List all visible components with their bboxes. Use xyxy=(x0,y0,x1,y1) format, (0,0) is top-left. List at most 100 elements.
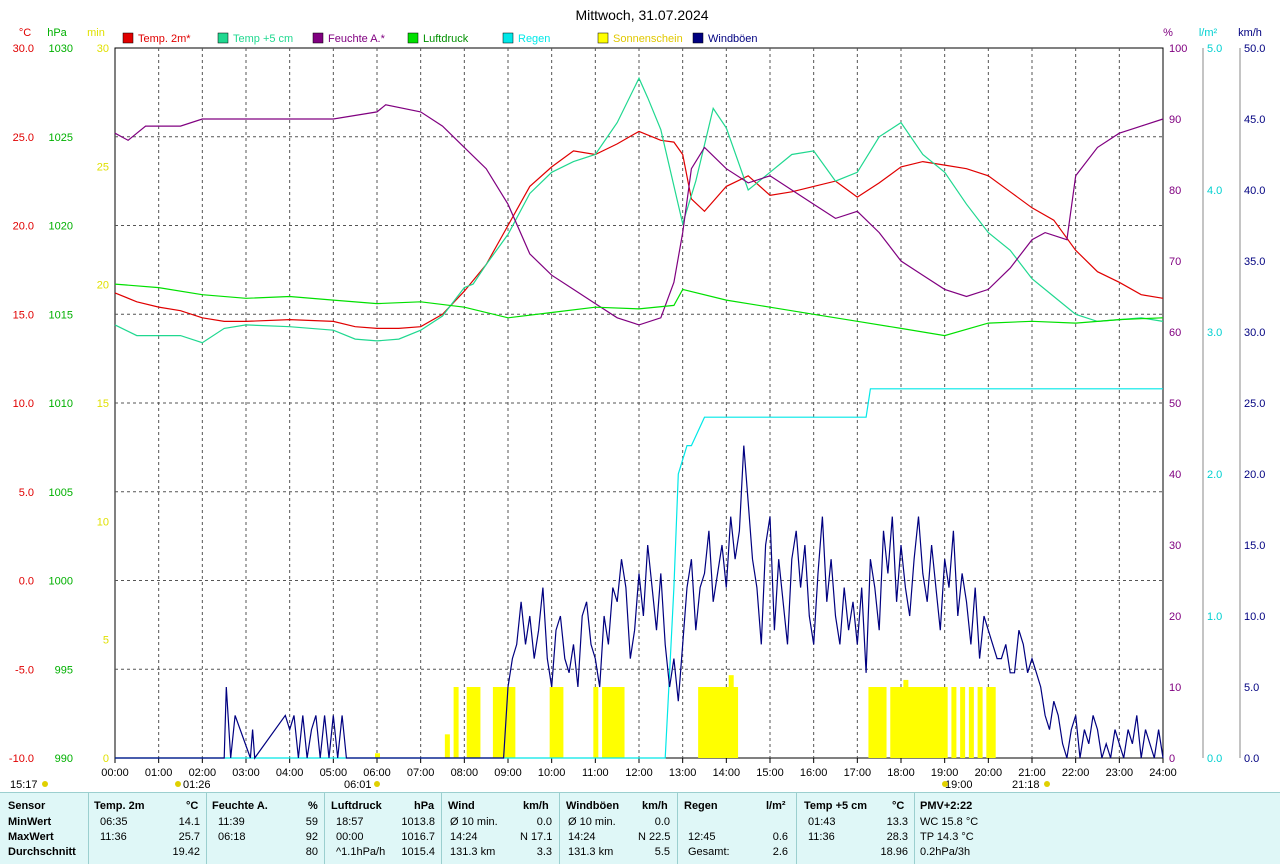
x-tick-label: 02:00 xyxy=(189,767,217,779)
tick-label-sunshine: 20 xyxy=(97,280,109,292)
legend-swatch xyxy=(217,32,229,44)
sunshine-bar xyxy=(881,687,887,758)
summary-press-value: 1015.4 xyxy=(401,846,435,858)
x-tick-label: 00:00 xyxy=(101,767,129,779)
sunshine-bar xyxy=(977,687,983,758)
sunshine-bar xyxy=(899,687,904,758)
axis-unit-sunshine: min xyxy=(87,27,105,39)
tick-label-rain: 5.0 xyxy=(1207,43,1222,55)
sunshine-bar xyxy=(610,687,616,758)
x-tick-label: 05:00 xyxy=(320,767,348,779)
legend-label: Temp. 2m* xyxy=(138,33,191,45)
summary-hum-time: 06:18 xyxy=(218,831,246,843)
x-tick-label: 17:00 xyxy=(844,767,872,779)
summary-pmv: TP 14.3 °C xyxy=(920,831,974,843)
tick-label-humidity: 10 xyxy=(1169,682,1181,694)
legend-swatch xyxy=(692,32,704,44)
series-line-temp-2m- xyxy=(114,130,1164,329)
tick-label-pressure: 1000 xyxy=(49,576,73,588)
tick-label-temp: 15.0 xyxy=(13,309,34,321)
summary-temp-time: 11:36 xyxy=(100,831,127,843)
legend-label: Temp +5 cm xyxy=(233,33,293,45)
axis-unit-humidity: % xyxy=(1163,27,1173,39)
summary-hum-value: 80 xyxy=(305,846,318,858)
tick-label-rain: 2.0 xyxy=(1207,469,1222,481)
summary-t5-value: 18.96 xyxy=(880,846,908,858)
tick-label-wind: 30.0 xyxy=(1244,327,1265,339)
x-tick-label: 10:00 xyxy=(538,767,566,779)
sunshine-bar xyxy=(619,687,625,758)
summary-t5-value: 28.3 xyxy=(886,831,908,843)
sunshine-bar xyxy=(475,687,481,758)
summary-separator xyxy=(677,793,678,864)
sunshine-bar xyxy=(615,687,621,758)
x-tick-label: 04:00 xyxy=(276,767,304,779)
summary-header: Windböen xyxy=(566,800,620,812)
x-tick-label: 18:00 xyxy=(887,767,915,779)
tick-label-humidity: 60 xyxy=(1169,327,1181,339)
tick-label-humidity: 70 xyxy=(1169,256,1181,268)
sunshine-bar xyxy=(916,687,922,758)
sunshine-bar xyxy=(471,687,477,758)
summary-separator xyxy=(441,793,442,864)
chart-annotations: 15:17 01:26 06:01 19:00 21:18 xyxy=(10,779,1050,791)
summary-rain-time: 12:45 xyxy=(688,831,716,843)
summary-wind-info: Ø 10 min. xyxy=(450,816,498,828)
tick-label-pressure: 1005 xyxy=(49,487,73,499)
x-tick-label: 01:00 xyxy=(145,767,173,779)
tick-label-humidity: 50 xyxy=(1169,398,1181,410)
tick-label-temp: -5.0 xyxy=(15,664,34,676)
summary-press-time: ^1.1hPa/h xyxy=(336,846,386,858)
summary-gust-info: 131.3 km xyxy=(568,846,614,858)
tick-label-humidity: 0 xyxy=(1169,753,1175,765)
sunshine-bar xyxy=(872,687,878,758)
summary-press-value: 1013.8 xyxy=(401,816,435,828)
sunshine-bar xyxy=(711,687,717,758)
sunshine-bar xyxy=(920,687,926,758)
sun-marker xyxy=(42,781,48,787)
sunshine-bar xyxy=(706,687,712,758)
sunshine-bar xyxy=(951,687,957,758)
x-tick-label: 11:00 xyxy=(582,767,609,779)
sunshine-bar xyxy=(868,687,874,758)
sunshine-bar xyxy=(719,687,725,758)
summary-header: Sensor xyxy=(8,800,46,812)
summary-temp-value: 14.1 xyxy=(178,816,200,828)
sunshine-bar xyxy=(702,687,708,758)
tick-label-sunshine: 5 xyxy=(103,635,109,647)
sunshine-bar xyxy=(986,687,992,758)
tick-label-wind: 15.0 xyxy=(1244,540,1265,552)
tick-label-rain: 0.0 xyxy=(1207,753,1222,765)
summary-press-time: 18:57 xyxy=(336,816,364,828)
sunshine-bars xyxy=(375,675,996,758)
x-tick-label: 07:00 xyxy=(407,767,435,779)
summary-row-label: MinWert xyxy=(8,816,52,828)
sun-marker xyxy=(374,781,380,787)
annotation-moonset: 21:18 xyxy=(1012,779,1040,791)
annotation-left-time: 15:17 xyxy=(10,779,38,791)
sunshine-bar xyxy=(715,687,721,758)
tick-label-sunshine: 0 xyxy=(103,753,109,765)
summary-wind-info: 131.3 km xyxy=(450,846,496,858)
legend-swatch xyxy=(407,32,419,44)
sunshine-bar xyxy=(492,687,498,758)
x-tick-label: 08:00 xyxy=(451,767,479,779)
tick-label-wind: 0.0 xyxy=(1244,753,1259,765)
series-line-feuchte-a- xyxy=(114,104,1164,326)
summary-rain-time: Gesamt: xyxy=(688,846,730,858)
tick-label-pressure: 1020 xyxy=(49,221,73,233)
summary-hum-time: 11:39 xyxy=(218,816,245,828)
sunshine-bar xyxy=(938,687,944,758)
chart-grid xyxy=(114,47,1164,759)
tick-label-wind: 10.0 xyxy=(1244,611,1265,623)
sunshine-bar xyxy=(728,675,734,758)
tick-label-rain: 1.0 xyxy=(1207,611,1222,623)
tick-label-sunshine: 15 xyxy=(97,398,109,410)
summary-gust-info: 14:24 xyxy=(568,831,596,843)
sunshine-bar xyxy=(497,687,503,758)
tick-label-wind: 35.0 xyxy=(1244,256,1265,268)
summary-press-value: 1016.7 xyxy=(401,831,435,843)
legend: Temp. 2m* Temp +5 cm Feuchte A.* Luftdruck R… xyxy=(122,32,758,45)
sunshine-bar xyxy=(698,687,704,758)
